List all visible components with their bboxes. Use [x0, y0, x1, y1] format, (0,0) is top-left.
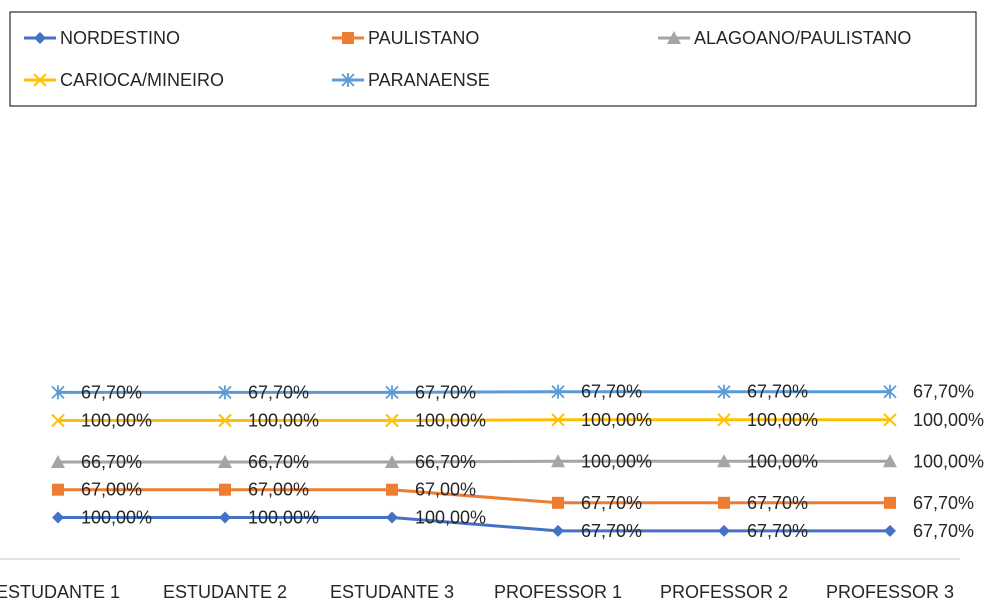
series-line-carioca-mineiro	[58, 418, 890, 422]
legend-marker	[341, 73, 355, 87]
data-label: 67,70%	[581, 521, 642, 541]
data-point-alagoano-paulistano	[51, 455, 65, 469]
data-point-paulistano	[386, 483, 398, 496]
data-point-paulistano	[552, 496, 564, 509]
data-label: 100,00%	[248, 411, 319, 431]
legend-label: PARANAENSE	[368, 70, 490, 90]
data-point-nordestino	[884, 524, 896, 537]
data-label: 67,70%	[913, 493, 974, 513]
data-label: 100,00%	[415, 411, 486, 431]
data-point-carioca-mineiro	[551, 413, 565, 427]
data-label: 67,70%	[81, 382, 142, 402]
data-label: 67,70%	[248, 382, 309, 402]
data-label: 67,70%	[913, 382, 974, 402]
legend: NORDESTINO PAULISTANO ALAGOANO/PAULISTANO C…	[9, 11, 977, 107]
data-point-paranaense	[717, 384, 731, 399]
data-point-paulistano	[219, 483, 231, 496]
series-line-paulistano	[58, 488, 890, 505]
data-point-carioca-mineiro	[385, 413, 399, 428]
legend-marker	[342, 32, 354, 44]
data-point-paranaense	[385, 385, 399, 400]
data-label: 67,00%	[81, 480, 142, 500]
data-point-alagoano-paulistano	[717, 454, 731, 468]
legend-label: CARIOCA/MINEIRO	[60, 70, 224, 90]
data-label: 100,00%	[913, 410, 984, 430]
legend-label: ALAGOANO/PAULISTANO	[694, 28, 911, 48]
x-tick-label: ESTUDANTE 3	[330, 582, 454, 601]
plot-area: 100,00% 100,00% 100,00% 67,70% 67,70% 67,70% 6…	[51, 382, 984, 541]
legend-marker	[667, 31, 681, 44]
legend-box	[9, 11, 977, 107]
series-line-nordestino	[58, 516, 890, 533]
data-label: 100,00%	[81, 508, 152, 528]
legend-label: NORDESTINO	[60, 28, 180, 48]
data-point-carioca-mineiro	[883, 413, 897, 427]
data-point-nordestino	[386, 511, 398, 524]
data-label: 67,70%	[747, 493, 808, 513]
data-point-nordestino	[52, 511, 64, 524]
data-point-carioca-mineiro	[717, 413, 731, 427]
data-label: 100,00%	[747, 410, 818, 430]
data-label: 100,00%	[581, 451, 652, 471]
data-point-paulistano	[884, 496, 896, 509]
data-label: 67,00%	[415, 480, 476, 500]
data-label: 66,70%	[415, 452, 476, 472]
series-line-paranaense	[58, 390, 890, 394]
legend-item-nordestino: NORDESTINO	[24, 28, 180, 48]
x-tick-label: ESTUDANTE 1	[0, 582, 120, 601]
x-tick-label: PROFESSOR 3	[826, 582, 954, 601]
data-label: 100,00%	[581, 410, 652, 430]
data-point-alagoano-paulistano	[551, 454, 565, 468]
data-label: 67,70%	[913, 521, 974, 541]
data-label: 67,70%	[581, 493, 642, 513]
data-label: 100,00%	[415, 508, 486, 528]
data-label: 100,00%	[81, 411, 152, 431]
data-point-alagoano-paulistano	[883, 454, 897, 468]
data-point-paulistano	[52, 483, 64, 496]
data-label: 67,70%	[747, 382, 808, 402]
data-label: 100,00%	[248, 508, 319, 528]
data-label: 100,00%	[913, 451, 984, 471]
data-label: 66,70%	[81, 452, 142, 472]
x-tick-label: PROFESSOR 1	[494, 582, 622, 601]
legend-item-paranaense: PARANAENSE	[332, 70, 490, 90]
x-tick-label: ESTUDANTE 2	[163, 582, 287, 601]
data-point-carioca-mineiro	[218, 413, 232, 428]
data-label: 67,70%	[415, 382, 476, 402]
data-point-carioca-mineiro	[51, 413, 65, 428]
data-point-alagoano-paulistano	[385, 455, 399, 469]
data-label: 100,00%	[747, 451, 818, 471]
legend-item-carioca-mineiro: CARIOCA/MINEIRO	[24, 70, 224, 90]
x-tick-label: PROFESSOR 2	[660, 582, 788, 601]
data-point-paranaense	[883, 384, 897, 399]
data-point-paranaense	[218, 385, 232, 400]
data-point-paulistano	[718, 496, 730, 509]
data-label: 66,70%	[248, 452, 309, 472]
data-point-nordestino	[552, 524, 564, 537]
legend-label: PAULISTANO	[368, 28, 479, 48]
x-axis: ESTUDANTE 1 ESTUDANTE 2 ESTUDANTE 3 PROFESS…	[0, 582, 954, 601]
data-point-alagoano-paulistano	[218, 455, 232, 469]
data-point-paranaense	[551, 384, 565, 399]
data-point-nordestino	[219, 511, 231, 524]
legend-marker	[33, 73, 47, 87]
data-point-paranaense	[51, 385, 65, 400]
series-line-alagoano-paulistano	[58, 459, 890, 464]
legend-item-alagoano-paulistano: ALAGOANO/PAULISTANO	[658, 28, 911, 48]
data-point-nordestino	[718, 524, 730, 537]
data-label: 67,70%	[747, 521, 808, 541]
data-label: 67,00%	[248, 480, 309, 500]
data-label: 67,70%	[581, 382, 642, 402]
legend-marker	[34, 32, 46, 44]
legend-item-paulistano: PAULISTANO	[332, 28, 479, 48]
